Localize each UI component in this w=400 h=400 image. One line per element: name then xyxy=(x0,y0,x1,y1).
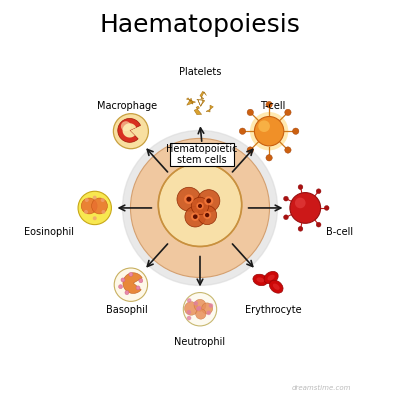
Circle shape xyxy=(185,195,193,203)
Text: dreamstime.com: dreamstime.com xyxy=(291,385,351,391)
Circle shape xyxy=(266,155,272,161)
Circle shape xyxy=(183,292,217,326)
Circle shape xyxy=(93,216,97,220)
Circle shape xyxy=(284,215,288,220)
Ellipse shape xyxy=(256,278,264,282)
Circle shape xyxy=(198,190,220,212)
Circle shape xyxy=(295,198,306,208)
Circle shape xyxy=(78,191,112,225)
Circle shape xyxy=(204,212,210,218)
Circle shape xyxy=(188,316,191,320)
Circle shape xyxy=(121,121,131,131)
Text: Macrophage: Macrophage xyxy=(97,100,157,110)
Circle shape xyxy=(266,102,272,108)
Circle shape xyxy=(298,185,303,190)
Circle shape xyxy=(285,147,291,153)
Circle shape xyxy=(209,304,212,307)
Circle shape xyxy=(316,222,321,227)
Circle shape xyxy=(197,203,203,209)
Polygon shape xyxy=(197,100,205,106)
Circle shape xyxy=(187,198,191,201)
Circle shape xyxy=(102,210,106,214)
Circle shape xyxy=(324,206,329,210)
Circle shape xyxy=(196,309,206,319)
Circle shape xyxy=(207,311,210,314)
Wedge shape xyxy=(118,118,140,142)
Polygon shape xyxy=(206,105,213,112)
Circle shape xyxy=(158,163,242,246)
Circle shape xyxy=(247,109,254,116)
Circle shape xyxy=(298,226,303,231)
Circle shape xyxy=(191,197,209,215)
Circle shape xyxy=(194,299,206,311)
Circle shape xyxy=(114,268,148,301)
Circle shape xyxy=(192,213,199,220)
Polygon shape xyxy=(186,98,196,105)
Text: Hematopoietic
stem cells: Hematopoietic stem cells xyxy=(166,144,238,165)
Text: Neutrophil: Neutrophil xyxy=(174,337,226,347)
Circle shape xyxy=(129,272,133,276)
Circle shape xyxy=(239,128,246,134)
Circle shape xyxy=(207,199,210,202)
Circle shape xyxy=(316,189,321,194)
Text: Erythrocyte: Erythrocyte xyxy=(245,305,301,315)
Text: B-cell: B-cell xyxy=(326,227,353,237)
Circle shape xyxy=(188,299,191,302)
Circle shape xyxy=(184,302,198,315)
Circle shape xyxy=(118,285,122,289)
Circle shape xyxy=(81,198,97,214)
Circle shape xyxy=(84,210,88,214)
Circle shape xyxy=(290,192,321,223)
Circle shape xyxy=(85,198,89,202)
Circle shape xyxy=(199,205,201,207)
Circle shape xyxy=(285,109,291,116)
Ellipse shape xyxy=(270,280,283,293)
Circle shape xyxy=(198,306,201,310)
Circle shape xyxy=(197,307,200,310)
Circle shape xyxy=(198,206,217,225)
Circle shape xyxy=(284,196,288,201)
Ellipse shape xyxy=(253,274,268,286)
Circle shape xyxy=(93,196,97,200)
Circle shape xyxy=(206,214,208,216)
Wedge shape xyxy=(122,123,136,138)
Text: Basophil: Basophil xyxy=(106,305,148,315)
Ellipse shape xyxy=(268,275,275,280)
Text: Eosinophil: Eosinophil xyxy=(24,227,74,237)
Text: Platelets: Platelets xyxy=(179,67,221,77)
Circle shape xyxy=(113,114,148,149)
Circle shape xyxy=(205,197,213,205)
Ellipse shape xyxy=(273,284,280,290)
Circle shape xyxy=(254,116,284,146)
Circle shape xyxy=(202,303,213,314)
Circle shape xyxy=(177,187,201,211)
Circle shape xyxy=(139,279,143,283)
Circle shape xyxy=(185,206,206,227)
Circle shape xyxy=(121,278,125,282)
Polygon shape xyxy=(194,106,202,115)
Circle shape xyxy=(122,130,278,286)
Polygon shape xyxy=(200,91,206,99)
Circle shape xyxy=(136,286,140,290)
Circle shape xyxy=(125,291,129,295)
Circle shape xyxy=(101,198,105,202)
Circle shape xyxy=(92,198,108,214)
Text: Haematopoiesis: Haematopoiesis xyxy=(100,13,300,37)
Wedge shape xyxy=(123,273,142,294)
Circle shape xyxy=(130,138,270,278)
Circle shape xyxy=(194,215,197,218)
Circle shape xyxy=(258,120,270,132)
Text: T-cell: T-cell xyxy=(260,100,286,110)
Circle shape xyxy=(247,147,254,153)
FancyBboxPatch shape xyxy=(170,143,234,166)
Ellipse shape xyxy=(264,272,278,284)
Circle shape xyxy=(194,302,198,305)
Circle shape xyxy=(250,112,288,150)
Circle shape xyxy=(187,311,190,314)
Circle shape xyxy=(292,128,299,134)
